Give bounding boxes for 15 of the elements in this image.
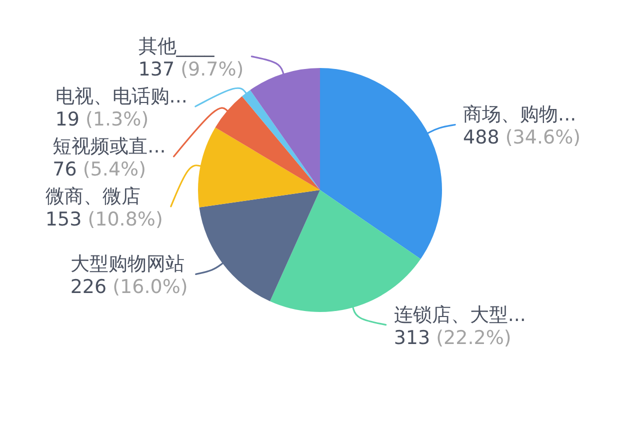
data-label: 19 (1.3%) [55, 108, 149, 130]
slice-label: 短视频或直... [52, 135, 166, 158]
slice-label: 微商、微店 [45, 185, 140, 208]
data-label: 226 (16.0%) [70, 276, 188, 298]
data-label: 488 (34.6%) [463, 126, 581, 149]
data-label: 76 (5.4%) [52, 158, 146, 180]
data-label: 137 (9.7%) [138, 58, 244, 80]
slice-label: 连锁店、大型... [394, 304, 526, 326]
data-label: 313 (22.2%) [394, 326, 512, 349]
data-label: 153 (10.8%) [45, 208, 163, 230]
slice-label: 大型购物网站 [70, 253, 184, 276]
pie-slice [199, 190, 320, 302]
slice-label: 商场、购物... [463, 104, 576, 126]
slice-label: 其他____ [138, 35, 215, 58]
slice-label: 电视、电话购... [55, 85, 188, 108]
